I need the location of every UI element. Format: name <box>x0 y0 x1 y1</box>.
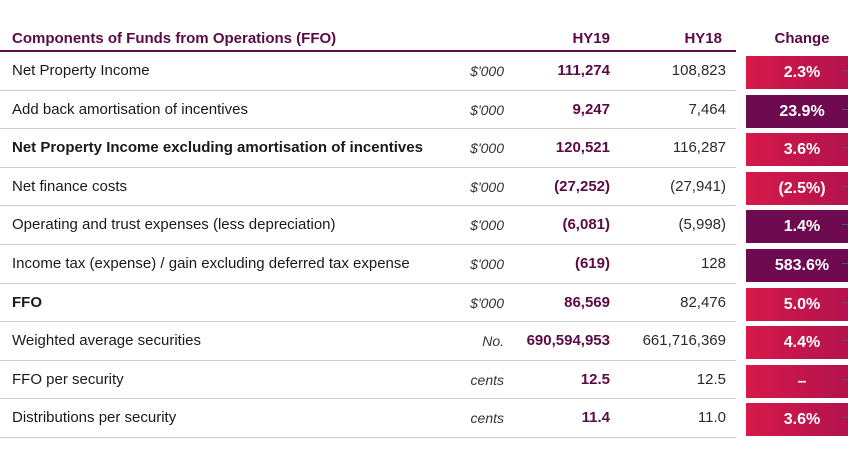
margin-tick <box>842 147 848 149</box>
row-hy18-value: 12.5 <box>696 370 726 388</box>
table-row: Operating and trust expenses (less depre… <box>0 206 848 245</box>
change-badge: 2.3% <box>746 56 848 89</box>
row-hy18-value: (27,941) <box>670 177 726 195</box>
table-row: FFO per security cents 12.5 12.5 – <box>0 361 848 400</box>
change-badge: 5.0% <box>746 287 848 321</box>
row-unit: No. <box>482 333 504 350</box>
table-row: Distributions per security cents 11.4 11… <box>0 399 848 438</box>
change-badge: 4.4% <box>746 326 848 360</box>
column-header-change: Change <box>774 30 830 47</box>
row-hy18-value: 108,823 <box>671 62 726 79</box>
row-hy18-value: 11.0 <box>697 409 726 427</box>
row-hy18-value: 82,476 <box>680 293 726 311</box>
row-unit: $'000 <box>470 178 504 195</box>
margin-tick <box>842 108 848 110</box>
row-label: Distributions per security <box>12 409 177 427</box>
row-hy19-value: 9,247 <box>572 100 610 118</box>
row-divider <box>0 398 736 400</box>
row-hy19-value: 111,274 <box>557 62 610 79</box>
row-hy19-value: 690,594,953 <box>526 332 610 350</box>
row-hy19-value: 86,569 <box>564 293 610 311</box>
row-hy19-value: 12.5 <box>580 370 610 388</box>
change-badge: 3.6% <box>746 133 848 167</box>
margin-tick <box>842 378 848 380</box>
row-label: Income tax (expense) / gain excluding de… <box>12 254 410 272</box>
margin-tick <box>842 340 848 342</box>
row-hy18-value: 7,464 <box>688 100 726 118</box>
row-divider <box>0 128 736 130</box>
margin-tick <box>842 301 848 303</box>
change-badge: 3.6% <box>746 403 848 437</box>
table-row: Weighted average securities No. 690,594,… <box>0 322 848 361</box>
header-divider <box>0 50 736 52</box>
row-hy18-value: 128 <box>700 254 726 272</box>
change-badge: 1.4% <box>746 210 848 244</box>
row-label: Operating and trust expenses (less depre… <box>12 216 336 234</box>
row-label: Net finance costs <box>12 177 128 195</box>
margin-tick <box>842 262 848 264</box>
row-divider <box>0 359 736 361</box>
row-divider <box>0 321 736 323</box>
change-badge: – <box>746 364 848 398</box>
row-unit: $'000 <box>470 217 504 234</box>
row-unit: $'000 <box>470 255 504 272</box>
row-label: FFO <box>12 293 42 311</box>
row-divider <box>0 166 736 168</box>
column-header-hy19: HY19 <box>572 30 610 47</box>
margin-tick <box>842 70 848 71</box>
row-divider <box>0 205 736 207</box>
row-unit: $'000 <box>470 294 504 311</box>
row-label: FFO per security <box>12 370 124 388</box>
margin-tick <box>842 417 848 419</box>
row-divider <box>0 89 736 91</box>
row-hy18-value: 661,716,369 <box>642 332 726 350</box>
table-row: Add back amortisation of incentives $'00… <box>0 91 848 130</box>
margin-tick <box>842 224 848 226</box>
table-row: Net finance costs $'000 (27,252) (27,941… <box>0 168 848 207</box>
row-hy18-value: (5,998) <box>678 216 726 234</box>
table-title: Components of Funds from Operations (FFO… <box>12 30 337 47</box>
change-badge: 583.6% <box>746 248 848 282</box>
row-hy18-value: 116,287 <box>672 139 726 157</box>
table-row: Income tax (expense) / gain excluding de… <box>0 245 848 284</box>
row-hy19-value: 11.4 <box>581 409 610 427</box>
row-hy19-value: (27,252) <box>554 177 610 195</box>
row-divider <box>0 243 736 245</box>
margin-tick <box>842 185 848 187</box>
row-divider <box>0 282 736 284</box>
row-hy19-value: (6,081) <box>562 216 610 234</box>
row-hy19-value: (619) <box>574 254 610 272</box>
row-unit: cents <box>470 371 504 388</box>
row-unit: $'000 <box>470 140 504 157</box>
row-hy19-value: 120,521 <box>555 139 610 157</box>
ffo-table-body: Net Property Income $'000 111,274 108,82… <box>0 50 848 438</box>
row-unit: $'000 <box>470 101 504 118</box>
column-header-hy18: HY18 <box>684 30 722 47</box>
table-row: Net Property Income excluding amortisati… <box>0 129 848 168</box>
row-label: Add back amortisation of incentives <box>12 100 248 118</box>
table-row: Net Property Income $'000 111,274 108,82… <box>0 50 848 91</box>
table-row: FFO $'000 86,569 82,476 5.0% <box>0 284 848 323</box>
row-label: Weighted average securities <box>12 332 201 350</box>
change-badge: (2.5%) <box>746 171 848 205</box>
change-badge: 23.9% <box>746 94 848 128</box>
row-label: Net Property Income <box>12 62 150 79</box>
row-unit: cents <box>470 410 504 427</box>
row-unit: $'000 <box>470 63 504 79</box>
row-divider <box>0 436 736 438</box>
row-label: Net Property Income excluding amortisati… <box>12 139 423 157</box>
